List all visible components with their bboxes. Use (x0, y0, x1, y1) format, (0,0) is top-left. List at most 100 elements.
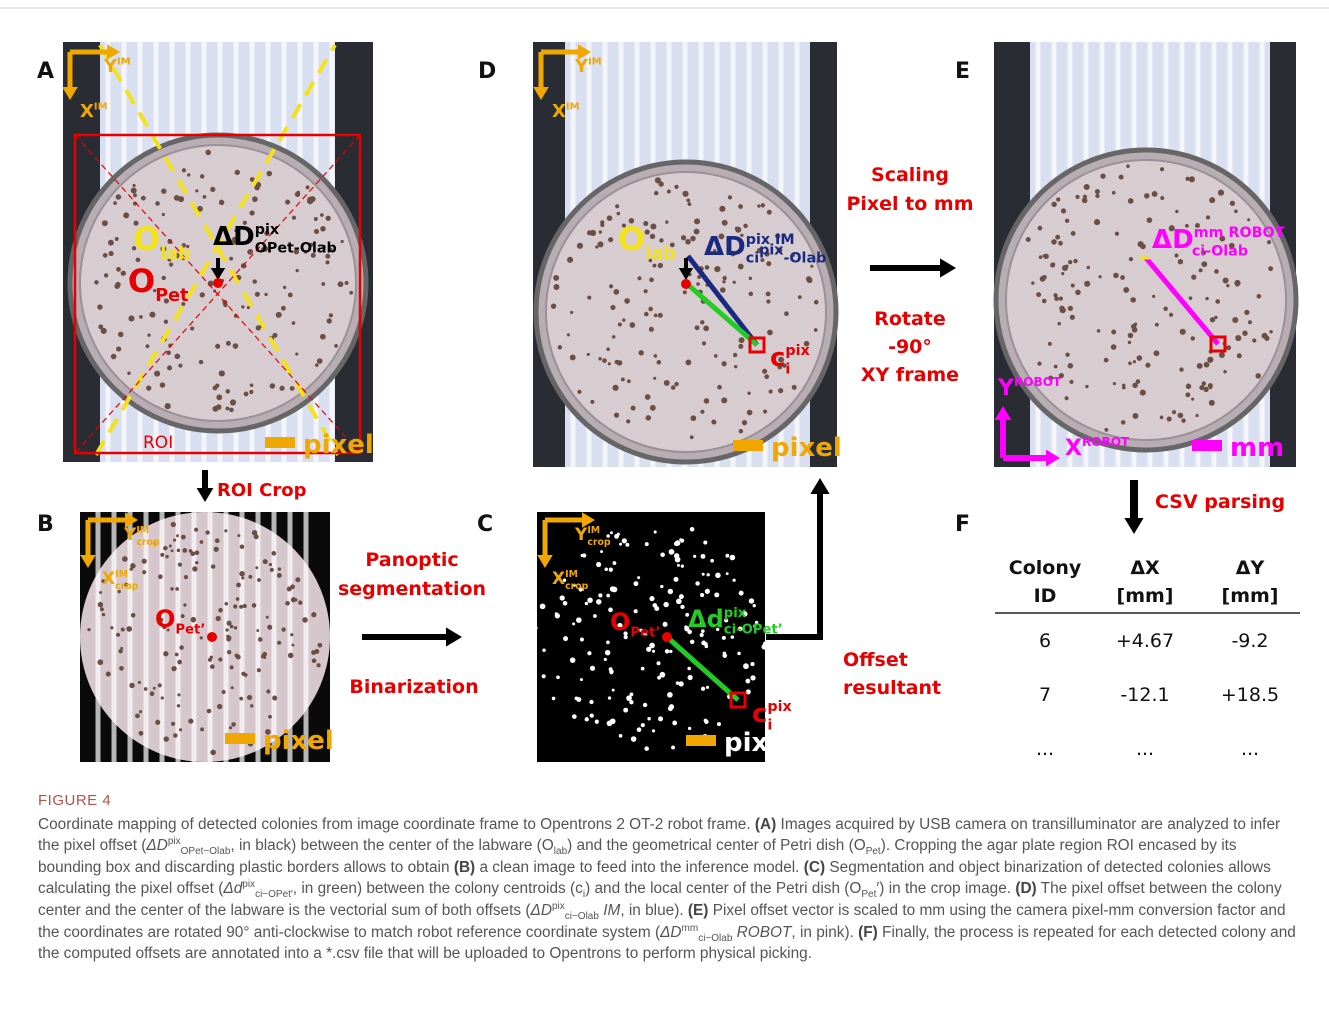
colony-dot (587, 353, 590, 356)
colony-dot (674, 185, 678, 189)
colony-dot (281, 306, 286, 311)
center-dot (681, 279, 691, 289)
colony-dot (766, 292, 771, 297)
caption-run: , in black) between the center of the la… (230, 837, 553, 854)
colony-dot (778, 388, 783, 393)
colony-dot (250, 383, 254, 387)
label-part: ΔD (213, 222, 255, 252)
colony-dot (600, 220, 604, 224)
colony-dot (674, 553, 679, 558)
colony-dot (792, 385, 797, 390)
colony-dot (252, 603, 257, 608)
colony-dot (139, 731, 144, 736)
colony-dot (634, 609, 638, 613)
colony-dot (321, 282, 325, 286)
label-part: IM (117, 56, 131, 67)
colony-dot (349, 291, 353, 295)
colony-dot (235, 170, 240, 175)
colony-dot (704, 720, 708, 724)
colony-dot (1163, 307, 1167, 311)
colony-dot (762, 369, 767, 374)
colony-dot (145, 344, 149, 348)
label-part: ROBOT (1082, 435, 1130, 449)
colony-dot (153, 687, 156, 690)
colony-dot (98, 602, 104, 608)
colony-dot (129, 683, 134, 688)
colony-dot (257, 668, 261, 672)
colony-dot (615, 204, 619, 208)
colony-dot (214, 547, 219, 552)
colony-dot (1226, 345, 1231, 350)
caption-run: ci−Olab (698, 933, 732, 944)
colony-dot (163, 546, 168, 551)
colony-dot (118, 332, 124, 338)
colony-dot (267, 625, 272, 630)
colony-dot (722, 280, 725, 283)
colony-dot (298, 600, 302, 604)
colony-dot (207, 709, 212, 714)
colony-dot (722, 361, 727, 366)
colony-dot (769, 389, 773, 393)
colony-dot (161, 696, 164, 699)
colony-dot (99, 591, 102, 594)
colony-dot (1144, 193, 1150, 199)
label-part: pix (767, 699, 791, 715)
colony-dot (704, 398, 710, 404)
colony-dot (1206, 215, 1210, 219)
label-part: Y (997, 376, 1015, 401)
colony-dot (644, 289, 648, 293)
label-part: IM (588, 56, 602, 67)
colony-dot (210, 664, 215, 669)
colony-dot (669, 650, 672, 653)
colony-dot (647, 717, 650, 720)
colony-dot (290, 386, 295, 391)
colony-dot (665, 220, 668, 223)
scale-bar (225, 733, 255, 744)
colony-dot (1059, 297, 1063, 301)
colony-dot (1167, 417, 1172, 422)
colony-dot (610, 531, 613, 534)
label-part: Pet (155, 286, 188, 306)
label-part: IM (587, 525, 600, 536)
label-part: lab (160, 244, 191, 264)
colony-dot (696, 282, 700, 286)
label-part: X (1065, 436, 1082, 461)
colony-dot (604, 658, 607, 661)
colony-dot (276, 312, 282, 318)
colony-dot (619, 734, 623, 738)
colony-dot (233, 604, 237, 608)
colony-dot (229, 726, 232, 729)
colony-dot (667, 692, 673, 698)
step-label: resultant (843, 677, 941, 699)
colony-dot (250, 704, 253, 707)
colony-dot (162, 276, 166, 280)
colony-dot (249, 390, 253, 394)
colony-dot (641, 723, 645, 727)
colony-dot (97, 304, 102, 309)
colony-dot (1132, 413, 1138, 419)
colony-dot (178, 563, 182, 567)
colony-dot (132, 184, 135, 187)
colony-dot (190, 551, 195, 556)
colony-dot (170, 587, 174, 591)
colony-dot (1068, 260, 1072, 264)
colony-dot (733, 281, 736, 284)
colony-dot (703, 540, 707, 544)
colony-dot (1123, 287, 1129, 293)
colony-dot (580, 678, 583, 681)
colony-dot (623, 708, 628, 713)
colony-dot (694, 218, 700, 224)
colony-dot (1051, 239, 1057, 245)
colony-dot (229, 408, 234, 413)
colony-dot (253, 279, 257, 283)
colony-dot (676, 681, 679, 684)
colony-dot (1154, 350, 1160, 356)
label-part: ci-Olab (1192, 243, 1248, 259)
colony-dot (178, 364, 182, 368)
colony-dot (258, 637, 263, 642)
colony-dot (266, 689, 270, 693)
colony-dot (98, 324, 103, 329)
colony-dot (660, 672, 666, 678)
colony-dot (247, 306, 250, 309)
